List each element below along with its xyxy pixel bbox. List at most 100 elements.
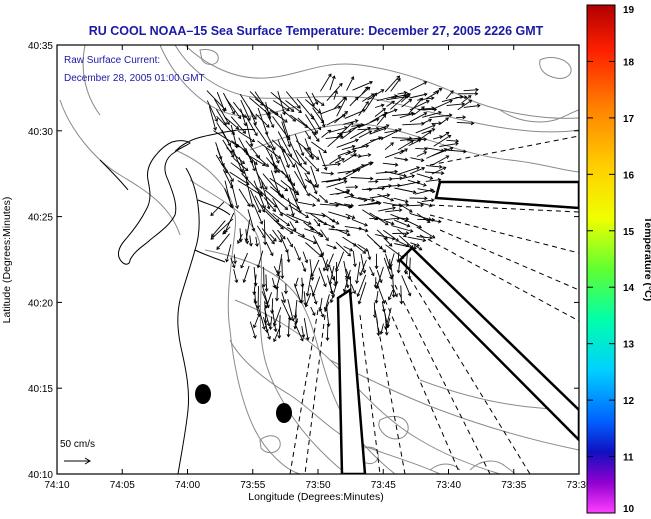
current-vector (343, 245, 353, 252)
current-vector-head (420, 203, 425, 208)
current-vector (272, 198, 283, 217)
current-vector-head (356, 124, 361, 128)
current-vector-head (249, 143, 254, 148)
current-vector-head (300, 337, 304, 342)
current-vector-head (294, 190, 299, 195)
current-vector-head (229, 204, 234, 209)
current-vector-head (352, 290, 357, 295)
current-vector-head (290, 108, 295, 112)
current-vector-head (284, 206, 289, 210)
codar-site-marker (195, 384, 211, 404)
current-vector-head (383, 111, 388, 116)
current-vector-head (367, 153, 372, 158)
current-vector (245, 122, 253, 147)
current-vector (237, 233, 243, 244)
current-vector (281, 170, 295, 186)
current-vector-head (346, 189, 351, 193)
current-vector-head (396, 269, 401, 274)
current-vector (439, 117, 449, 125)
current-vector (320, 106, 341, 115)
current-vector (413, 244, 422, 251)
current-vector (325, 178, 347, 183)
current-vector-head (410, 112, 415, 117)
current-vector (329, 282, 333, 294)
current-vector-head (276, 169, 280, 174)
current-vector-head (403, 90, 408, 95)
current-vector-head (397, 183, 401, 188)
current-vector (237, 180, 263, 197)
current-vector (261, 228, 275, 244)
current-vector (330, 282, 338, 303)
current-vector (216, 233, 230, 250)
current-vector-head (431, 189, 436, 194)
current-vector (309, 179, 318, 194)
current-vector (318, 149, 327, 171)
current-vector-head (406, 223, 411, 228)
current-vector-head (348, 204, 353, 209)
current-vector (358, 101, 369, 116)
current-vector-head (278, 238, 282, 243)
current-vector (431, 155, 449, 166)
current-vector-head (369, 161, 374, 166)
current-vector (301, 326, 305, 338)
current-vector-head (421, 121, 425, 126)
current-vector (317, 219, 335, 228)
current-vector-head (355, 280, 359, 285)
current-vector-head (259, 185, 264, 190)
current-vector-head (253, 161, 258, 166)
current-vector-head (262, 283, 266, 288)
current-vector-head (376, 332, 381, 337)
current-vector (391, 93, 410, 99)
current-vector (309, 225, 323, 237)
current-vector (255, 113, 270, 128)
current-vector-head (341, 158, 345, 162)
current-vector-head (369, 176, 374, 181)
current-vector (359, 259, 367, 276)
current-vector-head (262, 162, 266, 166)
current-vector-head (353, 153, 357, 157)
current-vector (261, 181, 270, 209)
current-vector-head (319, 233, 324, 238)
current-vector (303, 318, 309, 341)
current-vector-head (256, 305, 261, 309)
current-vector-head (284, 119, 288, 123)
current-vector (305, 293, 312, 307)
current-vector (328, 265, 335, 280)
colorbar-tick-label: 13 (623, 340, 635, 351)
current-vector-head (313, 183, 317, 188)
current-vector (304, 228, 322, 235)
current-vector-head (287, 143, 292, 148)
current-vector (301, 277, 303, 287)
current-vector-head (282, 299, 287, 304)
coastline (57, 45, 256, 474)
current-vector-head (429, 176, 434, 180)
current-vector-head (425, 100, 430, 104)
current-vector-head (299, 299, 304, 304)
current-vector (265, 274, 268, 292)
current-vector (264, 210, 284, 230)
current-vector-head (399, 176, 404, 181)
current-vector (376, 269, 382, 283)
current-vector-head (380, 136, 385, 141)
current-vector (287, 177, 299, 194)
current-vector (245, 179, 254, 208)
current-vector (356, 261, 361, 284)
current-vector (272, 212, 290, 226)
current-vector-head (432, 124, 436, 128)
current-vector-head (408, 208, 413, 213)
current-vector (270, 145, 280, 164)
current-vector (422, 107, 435, 110)
current-vector-head (275, 159, 280, 164)
current-vector (238, 188, 251, 207)
current-vector (380, 323, 384, 335)
current-vector-head (356, 293, 361, 297)
current-vector-head (321, 123, 326, 128)
current-vector (463, 105, 480, 108)
current-vector-head (416, 166, 421, 170)
current-vector-head (422, 182, 427, 187)
current-vector-head (230, 154, 235, 159)
current-vector (425, 147, 444, 152)
current-vector (310, 113, 321, 130)
current-vector (344, 195, 354, 199)
current-vector-head (280, 225, 284, 230)
